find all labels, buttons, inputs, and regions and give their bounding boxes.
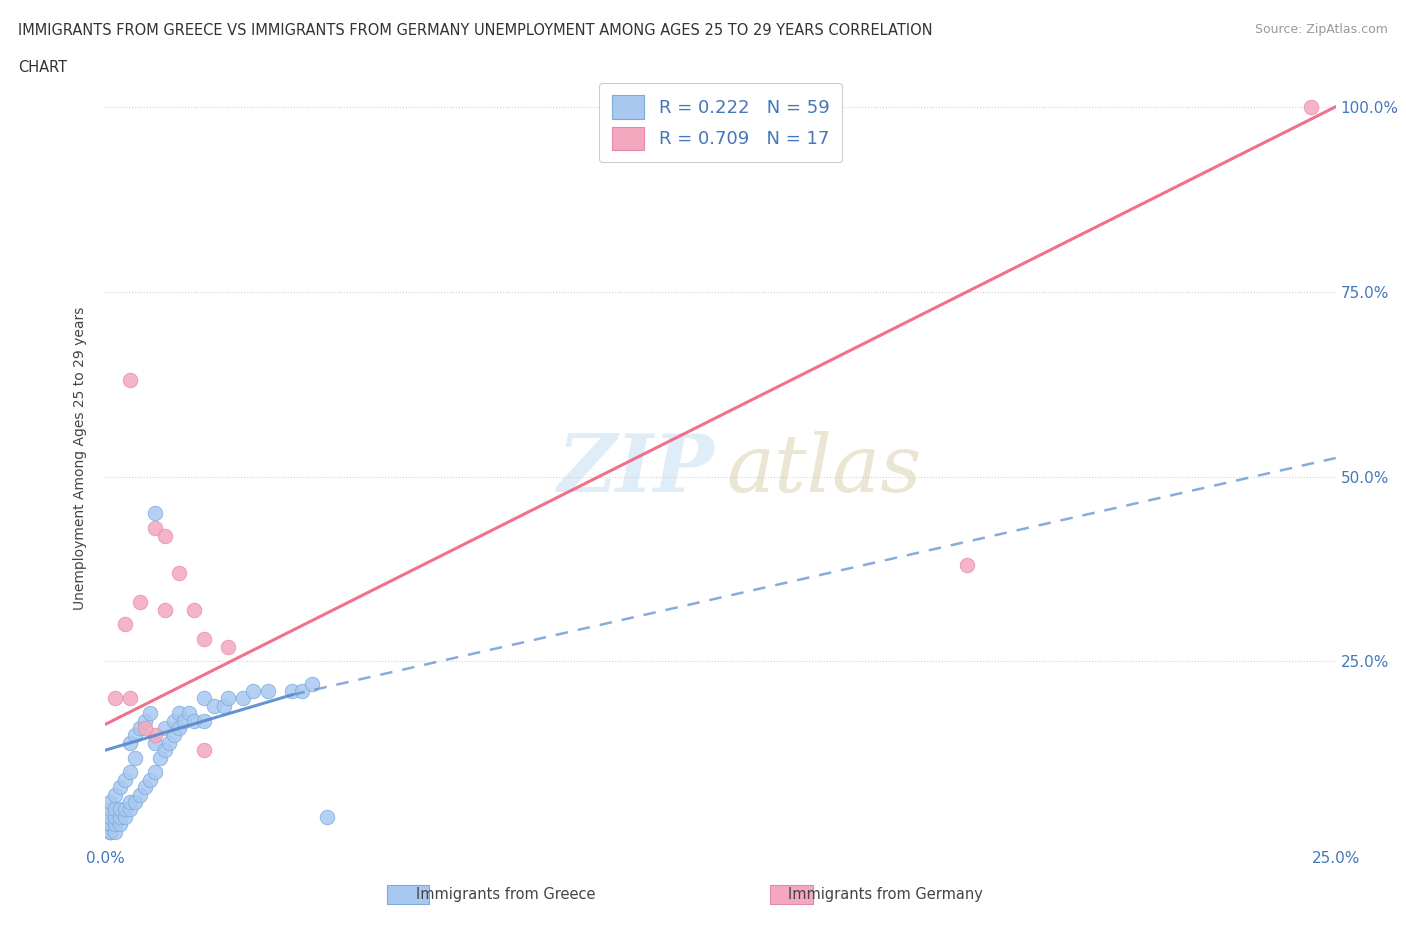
Point <box>143 506 166 521</box>
Text: ZIP: ZIP <box>558 431 714 509</box>
Point <box>138 772 162 787</box>
Point <box>104 817 127 831</box>
Point <box>301 676 323 691</box>
Point <box>202 698 225 713</box>
Point <box>193 691 215 706</box>
Point <box>143 736 166 751</box>
Text: Immigrants from Germany: Immigrants from Germany <box>789 887 983 902</box>
Point <box>98 802 122 817</box>
Point <box>98 794 122 809</box>
Point <box>129 721 152 736</box>
Point <box>242 684 264 698</box>
Point <box>315 809 337 824</box>
Point <box>134 779 156 794</box>
Point <box>193 713 215 728</box>
Point <box>120 764 141 779</box>
Point <box>153 721 176 736</box>
Point <box>291 684 314 698</box>
Point <box>134 713 156 728</box>
Point <box>193 743 215 758</box>
Point <box>98 817 122 831</box>
Point <box>124 794 146 809</box>
Point <box>153 743 176 758</box>
Point <box>218 691 240 706</box>
Point <box>98 817 122 831</box>
Point <box>120 794 141 809</box>
Text: atlas: atlas <box>727 431 922 509</box>
Point <box>143 764 166 779</box>
Point <box>110 779 132 794</box>
Point <box>173 713 195 728</box>
Point <box>232 691 254 706</box>
Point <box>110 809 132 824</box>
Point <box>129 787 152 802</box>
Point <box>114 617 136 631</box>
Point <box>124 751 146 765</box>
Point <box>98 809 122 824</box>
Point <box>120 373 141 388</box>
Y-axis label: Unemployment Among Ages 25 to 29 years: Unemployment Among Ages 25 to 29 years <box>73 306 87 610</box>
Point <box>120 736 141 751</box>
Point <box>169 721 191 736</box>
Point <box>98 824 122 839</box>
Point <box>153 528 176 543</box>
Point <box>153 603 176 618</box>
Text: CHART: CHART <box>18 60 67 75</box>
Point <box>159 736 180 751</box>
Point <box>149 751 172 765</box>
Point <box>218 639 240 654</box>
Point <box>120 691 141 706</box>
Text: Source: ZipAtlas.com: Source: ZipAtlas.com <box>1254 23 1388 36</box>
Point <box>110 802 132 817</box>
Point <box>134 721 156 736</box>
Text: IMMIGRANTS FROM GREECE VS IMMIGRANTS FROM GERMANY UNEMPLOYMENT AMONG AGES 25 TO : IMMIGRANTS FROM GREECE VS IMMIGRANTS FRO… <box>18 23 934 38</box>
Point <box>120 802 141 817</box>
Point <box>281 684 304 698</box>
Point <box>956 558 979 573</box>
Point <box>163 728 186 743</box>
Point <box>104 809 127 824</box>
Point <box>104 802 127 817</box>
Text: Immigrants from Greece: Immigrants from Greece <box>416 887 596 902</box>
Point <box>163 713 186 728</box>
Point <box>169 565 191 580</box>
Point <box>98 824 122 839</box>
Point <box>129 595 152 610</box>
Point <box>114 802 136 817</box>
Point <box>104 824 127 839</box>
Point <box>179 706 201 721</box>
Point <box>143 521 166 536</box>
Point <box>183 713 205 728</box>
Point <box>143 728 166 743</box>
Point <box>193 631 215 646</box>
Point <box>183 603 205 618</box>
Point <box>104 787 127 802</box>
Point <box>104 691 127 706</box>
Point <box>114 809 136 824</box>
Point <box>257 684 280 698</box>
Point <box>1301 100 1323 114</box>
Point <box>98 824 122 839</box>
Point <box>124 728 146 743</box>
Point <box>110 817 132 831</box>
Point <box>169 706 191 721</box>
Point <box>212 698 235 713</box>
Point <box>114 772 136 787</box>
Point <box>138 706 162 721</box>
Legend: R = 0.222   N = 59, R = 0.709   N = 17: R = 0.222 N = 59, R = 0.709 N = 17 <box>599 83 842 163</box>
